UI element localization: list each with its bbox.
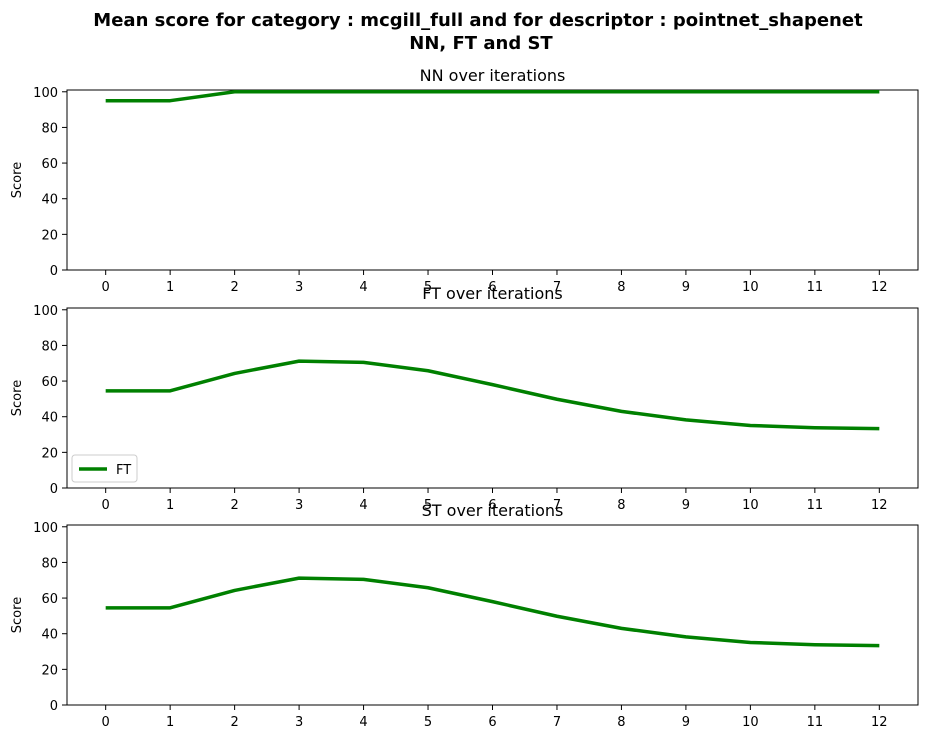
x-tick-label: 8 [617,715,625,730]
x-tick-label: 8 [617,280,625,295]
series-line-1 [105,90,880,103]
y-tick-label: 20 [41,228,58,243]
y-tick-label: 0 [50,264,58,279]
x-tick-label: 11 [807,498,824,513]
x-tick-label: 0 [102,498,110,513]
x-tick-label: 1 [166,498,174,513]
x-tick-label: 6 [488,498,496,513]
x-tick-label: 2 [230,280,238,295]
x-tick-label: 9 [682,280,690,295]
y-tick-label: 80 [41,339,58,354]
x-tick-label: 6 [488,280,496,295]
x-tick-label: 9 [682,715,690,730]
figure-title-line2: NN, FT and ST [409,33,553,54]
subplot-title: FT over iterations [422,284,562,303]
x-tick-label: 4 [359,715,367,730]
x-tick-label: 1 [166,280,174,295]
x-tick-label: 6 [488,715,496,730]
subplot-title: NN over iterations [420,66,566,85]
y-tick-label: 40 [41,411,58,426]
x-tick-label: 5 [424,715,432,730]
x-tick-label: 0 [102,715,110,730]
x-tick-label: 12 [871,280,888,295]
x-tick-label: 10 [742,715,759,730]
x-tick-label: 12 [871,498,888,513]
x-tick-label: 2 [230,715,238,730]
x-tick-label: 12 [871,715,888,730]
x-tick-label: 7 [553,715,561,730]
y-tick-label: 40 [41,628,58,643]
x-tick-label: 7 [553,280,561,295]
x-tick-label: 10 [742,498,759,513]
y-tick-label: 80 [41,556,58,571]
x-tick-label: 8 [617,498,625,513]
x-tick-label: 5 [424,498,432,513]
y-tick-label: 100 [33,304,58,319]
y-tick-label: 0 [50,699,58,714]
y-axis-label: Score [10,162,25,198]
y-tick-label: 100 [33,86,58,101]
y-tick-label: 80 [41,121,58,136]
x-tick-label: 3 [295,715,303,730]
axes-frame [66,89,919,271]
figure-title-line1: Mean score for category : mcgill_full an… [93,10,863,31]
x-tick-label: 3 [295,498,303,513]
y-tick-label: 20 [41,446,58,461]
series-line-1 [105,359,880,431]
x-tick-label: 7 [553,498,561,513]
legend: FT [71,454,138,483]
y-tick-label: 60 [41,157,58,172]
y-axis-label: Score [10,380,25,416]
legend-label: FT [116,463,131,478]
x-tick-label: 4 [359,280,367,295]
y-axis-label: Score [10,597,25,633]
axes-frame [66,524,919,706]
x-tick-label: 1 [166,715,174,730]
x-tick-label: 10 [742,280,759,295]
x-tick-label: 0 [102,280,110,295]
y-tick-label: 60 [41,375,58,390]
y-tick-label: 100 [33,521,58,536]
x-tick-label: 4 [359,498,367,513]
y-tick-label: 0 [50,482,58,497]
x-tick-label: 9 [682,498,690,513]
y-tick-label: 60 [41,592,58,607]
y-tick-label: 40 [41,193,58,208]
series-line-1 [105,576,880,648]
x-tick-label: 11 [807,715,824,730]
x-tick-label: 11 [807,280,824,295]
y-tick-label: 20 [41,663,58,678]
x-tick-label: 5 [424,280,432,295]
x-tick-label: 3 [295,280,303,295]
subplot-title: ST over iterations [422,501,564,520]
x-tick-label: 2 [230,498,238,513]
axes-frame [66,307,919,489]
